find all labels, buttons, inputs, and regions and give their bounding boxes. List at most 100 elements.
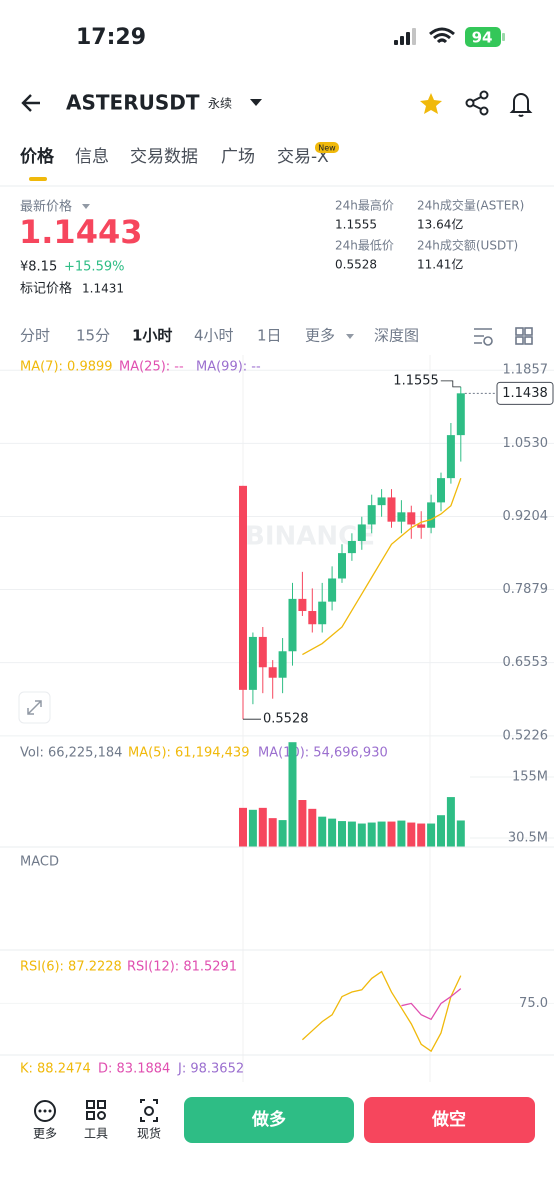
stat-label: 24h成交量(ASTER) — [417, 198, 524, 213]
tool-label[interactable]: 现货 — [137, 1126, 161, 1141]
back-button[interactable] — [21, 94, 40, 112]
volume-bar — [318, 816, 327, 847]
volume-bar — [347, 821, 356, 847]
interval[interactable]: 1小时 — [132, 327, 172, 345]
interval[interactable]: 更多 — [305, 327, 335, 345]
tab[interactable]: 信息 — [75, 147, 109, 167]
stat-value: 13.64亿 — [417, 217, 463, 232]
more-icon[interactable] — [34, 1100, 56, 1122]
volume-bar — [248, 809, 257, 847]
kdj-label: J: 98.3652 — [177, 1062, 244, 1077]
stat-label: 24h最低价 — [335, 239, 394, 253]
tool-label[interactable]: 更多 — [33, 1127, 57, 1141]
share-button[interactable] — [465, 90, 489, 116]
interval[interactable]: 4小时 — [194, 327, 234, 345]
volume-bar — [288, 742, 297, 847]
volume-bar — [298, 800, 307, 847]
volume-bar — [357, 823, 366, 847]
rsi-label: RSI(6): 87.2228 — [20, 960, 122, 975]
favorite-star[interactable] — [420, 93, 442, 114]
battery-icon — [465, 27, 501, 47]
candle-body — [397, 512, 406, 522]
candle-body — [268, 667, 277, 678]
last-price-label: 最新价格 — [20, 199, 72, 215]
symbol-dropdown[interactable] — [250, 99, 262, 106]
y-tick-label: 0.5226 — [503, 728, 549, 743]
candle-body — [377, 497, 386, 506]
stat-value: 0.5528 — [335, 258, 377, 272]
interval[interactable]: 15分 — [76, 327, 110, 345]
cny-price: ¥8.15 — [20, 260, 57, 275]
new-badge-text: New — [318, 144, 336, 153]
tab[interactable]: 交易-X — [277, 147, 329, 167]
volume-label: MA(10): 54,696,930 — [258, 746, 388, 761]
rsi-label: RSI(12): 81.5291 — [127, 960, 237, 975]
wifi-icon — [429, 27, 455, 44]
tools-icon[interactable] — [86, 1100, 106, 1120]
tool-label[interactable]: 工具 — [84, 1127, 108, 1141]
y-tick-label: 0.6553 — [503, 655, 549, 670]
spot-icon[interactable] — [140, 1099, 158, 1122]
y-tick-label: 75.0 — [519, 996, 548, 1011]
sell-button[interactable] — [364, 1097, 535, 1143]
y-tick-label: 155M — [512, 769, 548, 784]
more-dropdown[interactable] — [346, 334, 354, 339]
symbol[interactable]: ASTERUSDT — [66, 91, 200, 115]
interval[interactable]: 分时 — [20, 327, 50, 345]
volume-bar — [258, 807, 267, 847]
kdj-label: D: 83.1884 — [98, 1062, 170, 1077]
candle-body — [367, 505, 376, 525]
new-badge — [315, 142, 339, 153]
buy-label[interactable]: 做多 — [251, 1109, 286, 1130]
candle-body — [288, 598, 297, 652]
volume-bar — [407, 822, 416, 847]
buy-button[interactable] — [184, 1097, 354, 1143]
layout-button[interactable] — [515, 327, 533, 345]
high-pointer — [440, 380, 461, 388]
volume-label: Vol: 66,225,184 — [20, 746, 122, 761]
candle-body — [437, 478, 445, 503]
signal-icon — [394, 28, 416, 45]
rsi12-line — [401, 988, 462, 1021]
interval[interactable]: 深度图 — [374, 327, 419, 345]
volume-label: MA(5): 61,194,439 — [128, 746, 249, 761]
interval[interactable]: 1日 — [257, 327, 282, 345]
volume-bar — [278, 820, 287, 847]
macd-label: MACD — [20, 855, 59, 870]
mark-price-label: 标记价格 — [20, 281, 72, 297]
y-tick-label: 1.1857 — [503, 363, 549, 378]
indicator-settings[interactable] — [474, 328, 493, 346]
high-label: 1.1555 — [393, 373, 439, 388]
volume-bar — [308, 808, 317, 847]
candle-body — [407, 512, 416, 525]
candle-body — [347, 540, 356, 554]
stat-value: 1.1555 — [335, 218, 377, 232]
low-label: 0.5528 — [263, 712, 309, 727]
stat-label: 24h成交额(USDT) — [417, 238, 518, 253]
ma-label: MA(99): -- — [196, 360, 261, 375]
sell-label[interactable]: 做空 — [431, 1109, 466, 1130]
candle-body — [278, 651, 287, 678]
mark-price: 1.1431 — [82, 282, 124, 296]
volume-bar — [239, 807, 247, 847]
alert-bell[interactable] — [509, 93, 533, 117]
candle-body — [357, 524, 366, 541]
stat-value: 11.41亿 — [417, 257, 463, 272]
volume-bar — [437, 815, 445, 847]
stat-label: 24h最高价 — [335, 198, 394, 213]
y-tick-label: 0.7879 — [503, 582, 549, 597]
candle-body — [417, 524, 426, 528]
ma-label: MA(25): -- — [119, 360, 184, 375]
ma7-line — [302, 477, 462, 656]
price-type-dropdown[interactable] — [82, 204, 90, 209]
last-price-tag: 1.1438 — [502, 386, 548, 401]
tab[interactable]: 广场 — [221, 147, 255, 167]
expand-button[interactable] — [18, 691, 51, 724]
candle-body — [308, 611, 317, 625]
volume-bar — [446, 797, 455, 847]
volume-bar — [367, 822, 376, 847]
price-change: +15.59% — [64, 260, 124, 275]
tab[interactable]: 价格 — [20, 146, 55, 167]
tab[interactable]: 交易数据 — [130, 147, 198, 167]
